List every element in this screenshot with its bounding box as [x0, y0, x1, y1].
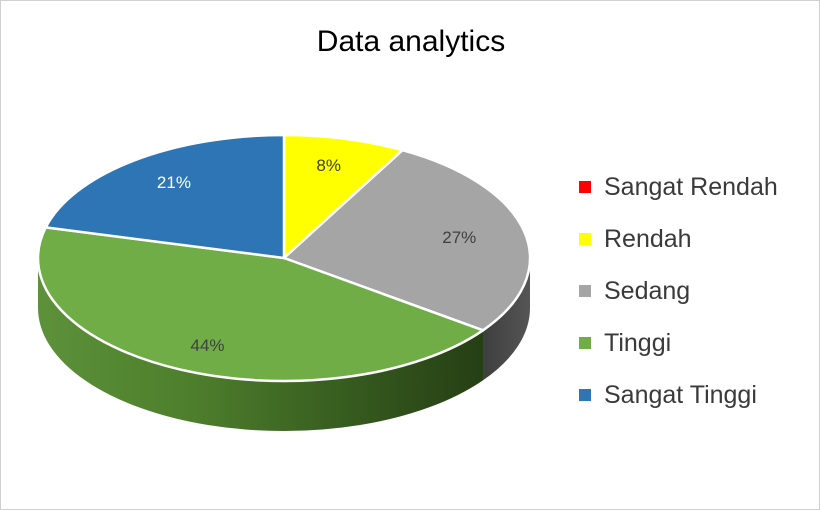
data-label-sangat-tinggi: 21%	[157, 173, 191, 192]
data-label-tinggi: 44%	[191, 336, 225, 355]
pie-slice-sangat-tinggi	[44, 133, 286, 260]
legend-label: Sedang	[604, 276, 691, 305]
pie-slice-rendah	[282, 133, 404, 260]
legend-label: Tinggi	[604, 328, 672, 357]
legend-swatch	[579, 337, 591, 349]
legend-item-rendah: Rendah	[579, 213, 778, 265]
legend-label: Sangat Rendah	[604, 172, 778, 201]
pie-sides	[38, 258, 530, 431]
legend-item-sangat-tinggi: Sangat Tinggi	[579, 369, 778, 421]
legend-label: Rendah	[604, 224, 692, 253]
pie-slice-tinggi	[36, 226, 485, 383]
chart-title: Data analytics	[316, 25, 506, 58]
legend-item-sangat-rendah: Sangat Rendah	[579, 161, 778, 213]
legend-swatch	[579, 285, 591, 297]
pie-side-tinggi	[38, 258, 484, 431]
legend: Sangat Rendah Rendah Sedang Tinggi Sanga…	[579, 161, 778, 421]
legend-swatch	[579, 389, 591, 401]
pie-slices	[36, 133, 532, 383]
legend-item-tinggi: Tinggi	[579, 317, 778, 369]
pie-side-sedang	[483, 258, 530, 381]
pie-slice-sedang	[282, 148, 532, 332]
data-label-rendah: 8%	[316, 156, 341, 175]
legend-swatch	[579, 233, 591, 245]
legend-item-sedang: Sedang	[579, 265, 778, 317]
legend-swatch	[579, 181, 591, 193]
legend-label: Sangat Tinggi	[604, 380, 757, 409]
pie-labels: 8% 27% 44% 21%	[157, 156, 476, 355]
data-label-sedang: 27%	[442, 228, 476, 247]
